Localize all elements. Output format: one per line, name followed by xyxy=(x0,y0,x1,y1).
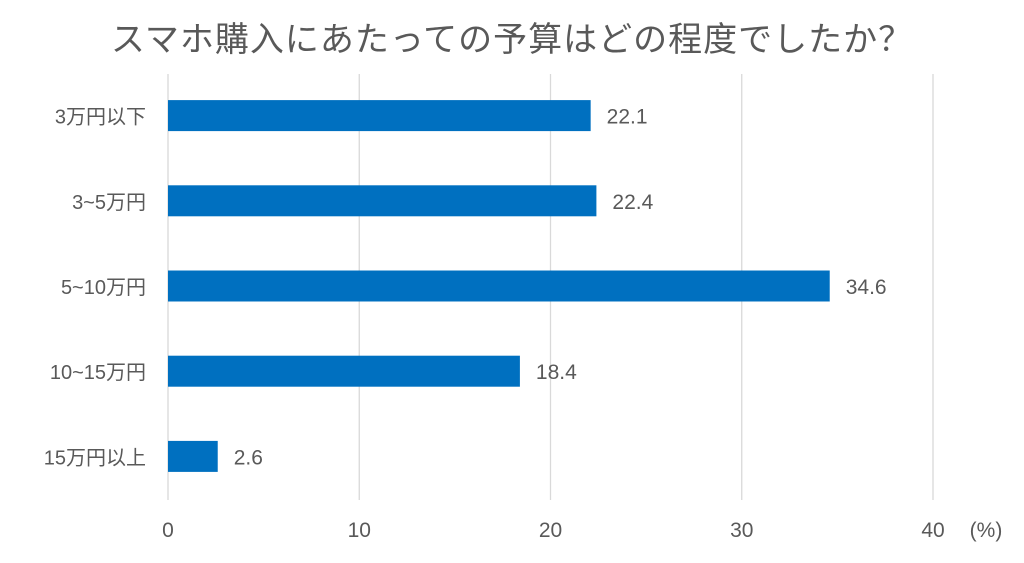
x-tick-label: 20 xyxy=(539,519,562,542)
category-label: 3万円以下 xyxy=(55,107,146,129)
data-label: 22.4 xyxy=(612,191,653,214)
bar xyxy=(168,440,218,472)
data-label: 34.6 xyxy=(846,276,887,299)
chart-title: スマホ購入にあたっての予算はどの程度でしたか？ xyxy=(110,20,914,60)
x-tick-label: 10 xyxy=(348,519,371,542)
data-label: 2.6 xyxy=(234,446,263,469)
category-label: 15万円以上 xyxy=(44,446,146,469)
unit-label: (%) xyxy=(970,519,1003,542)
category-label: 5~10万円 xyxy=(61,277,146,299)
bar xyxy=(168,100,591,132)
bars xyxy=(168,100,830,472)
bar xyxy=(168,355,520,387)
data-label: 22.1 xyxy=(607,106,648,129)
category-label: 3~5万円 xyxy=(72,192,146,214)
x-tick-label: 40 xyxy=(921,519,944,542)
category-label: 10~15万円 xyxy=(50,362,146,384)
bar xyxy=(168,185,597,217)
data-label: 18.4 xyxy=(536,361,577,384)
bar xyxy=(168,270,830,302)
x-tick-labels: 0 10 20 30 40 xyxy=(162,519,945,542)
x-tick-label: 0 xyxy=(162,519,174,542)
data-labels: 22.1 22.4 34.6 18.4 2.6 xyxy=(234,106,887,470)
category-labels: 3万円以下 3~5万円 5~10万円 10~15万円 15万円以上 xyxy=(44,107,146,470)
x-tick-label: 30 xyxy=(730,519,753,542)
